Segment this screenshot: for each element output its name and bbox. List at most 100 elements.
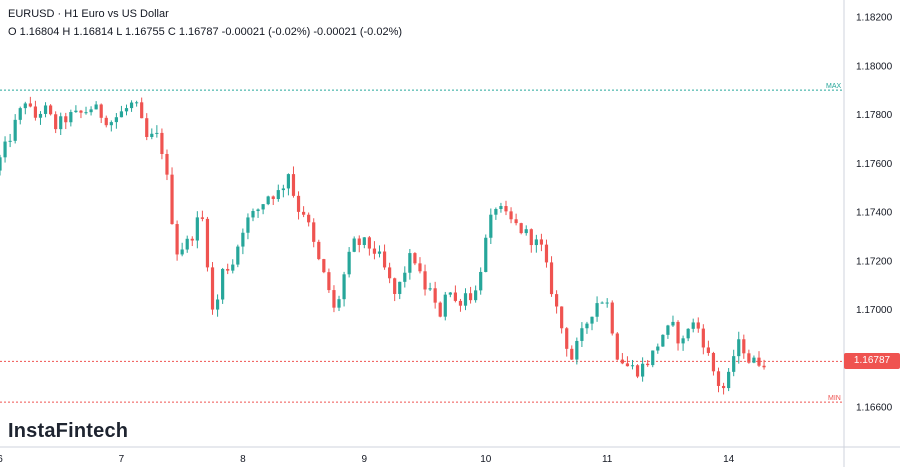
candle-body bbox=[681, 338, 685, 344]
candle-body bbox=[393, 278, 397, 294]
candle-body bbox=[742, 339, 746, 354]
candle-body bbox=[307, 214, 311, 223]
candle-body bbox=[377, 251, 382, 254]
candle-body bbox=[752, 357, 756, 363]
candle-body bbox=[489, 214, 493, 238]
candle-body bbox=[544, 244, 549, 263]
candle-body bbox=[69, 112, 73, 123]
candle-body bbox=[661, 334, 665, 347]
candle-body bbox=[28, 103, 32, 107]
candle-body bbox=[165, 153, 169, 175]
candle-body bbox=[241, 232, 245, 247]
y-tick-label: 1.17800 bbox=[856, 110, 893, 121]
y-tick-label: 1.18200 bbox=[856, 13, 893, 24]
y-tick-label: 1.17200 bbox=[856, 256, 893, 267]
candle-body bbox=[236, 246, 240, 265]
candle-body bbox=[367, 237, 371, 249]
x-tick-labels: 6 7 8 9 10 11 14 bbox=[0, 454, 735, 465]
y-tick-label: 1.17000 bbox=[856, 305, 893, 316]
candle-body bbox=[737, 339, 741, 357]
candle-body bbox=[585, 323, 589, 329]
candle-body bbox=[54, 114, 58, 130]
candle-body bbox=[155, 132, 159, 134]
instrument-description: H1 Euro vs US Dollar bbox=[64, 8, 169, 20]
candle-body bbox=[64, 116, 68, 123]
candle-body bbox=[180, 249, 184, 255]
candle-body bbox=[560, 306, 564, 329]
candle-body bbox=[499, 206, 503, 210]
candle-body bbox=[79, 110, 83, 113]
candle-body bbox=[474, 290, 478, 301]
candle-body bbox=[200, 217, 204, 219]
candle-body bbox=[291, 174, 296, 196]
x-tick-label: 8 bbox=[240, 454, 246, 465]
candle-body bbox=[458, 300, 463, 306]
candle-body bbox=[418, 263, 422, 272]
candle-body bbox=[266, 196, 270, 205]
candle-body bbox=[403, 272, 407, 282]
instafintech-logo: InstaFintech bbox=[8, 420, 129, 442]
candle-body bbox=[549, 262, 554, 295]
candle-body bbox=[625, 363, 630, 367]
candle-body bbox=[342, 274, 346, 300]
symbol-label: EURUSD bbox=[8, 8, 55, 20]
candle-body bbox=[276, 190, 280, 199]
candle-body bbox=[215, 299, 220, 310]
candle-body bbox=[656, 346, 660, 351]
candle-body bbox=[408, 253, 412, 273]
candle-body bbox=[509, 211, 513, 220]
candle-body bbox=[438, 302, 442, 317]
candle-body bbox=[195, 217, 199, 241]
candle-body bbox=[317, 241, 321, 260]
candle-body bbox=[3, 141, 7, 158]
candle-body bbox=[286, 174, 291, 189]
candle-body bbox=[246, 217, 250, 233]
min-label: MIN bbox=[828, 395, 841, 402]
candle-body bbox=[494, 209, 498, 215]
x-tick-label: 6 bbox=[0, 454, 3, 465]
candle-body bbox=[646, 363, 650, 366]
candle-body bbox=[135, 102, 139, 104]
candle-body bbox=[388, 267, 392, 279]
candle-body bbox=[524, 229, 528, 234]
candles-group bbox=[0, 96, 766, 395]
candle-body bbox=[630, 365, 635, 367]
candle-body bbox=[104, 117, 108, 126]
candle-body bbox=[296, 195, 301, 212]
candle-body bbox=[711, 352, 716, 372]
candle-body bbox=[84, 112, 88, 114]
candle-body bbox=[0, 157, 2, 171]
candle-body bbox=[256, 209, 260, 212]
y-tick-label: 1.16600 bbox=[856, 403, 893, 414]
candle-body bbox=[443, 294, 447, 317]
candle-body bbox=[651, 350, 655, 366]
candle-body bbox=[160, 132, 164, 154]
candle-body bbox=[615, 333, 619, 360]
candle-body bbox=[641, 363, 645, 377]
candle-body bbox=[605, 302, 609, 304]
candle-body bbox=[706, 347, 710, 353]
candle-body bbox=[398, 281, 402, 294]
candle-body bbox=[74, 110, 78, 113]
candle-body bbox=[696, 322, 700, 329]
candle-body bbox=[453, 292, 457, 301]
candle-body bbox=[554, 294, 559, 307]
candle-body bbox=[484, 237, 488, 272]
candle-body bbox=[701, 328, 705, 348]
candle-body bbox=[757, 357, 761, 366]
candle-body bbox=[519, 223, 523, 234]
candle-body bbox=[357, 238, 361, 245]
candle-body bbox=[301, 211, 306, 215]
candle-body bbox=[721, 385, 726, 389]
candle-body bbox=[271, 196, 275, 199]
candle-body bbox=[327, 272, 331, 291]
x-tick-label: 7 bbox=[119, 454, 125, 465]
candle-body bbox=[595, 303, 599, 317]
candle-body bbox=[18, 108, 22, 120]
candle-body bbox=[337, 299, 341, 308]
candle-body bbox=[762, 365, 766, 368]
candle-body bbox=[747, 353, 751, 363]
candle-body bbox=[8, 140, 12, 142]
candle-body bbox=[666, 325, 670, 335]
